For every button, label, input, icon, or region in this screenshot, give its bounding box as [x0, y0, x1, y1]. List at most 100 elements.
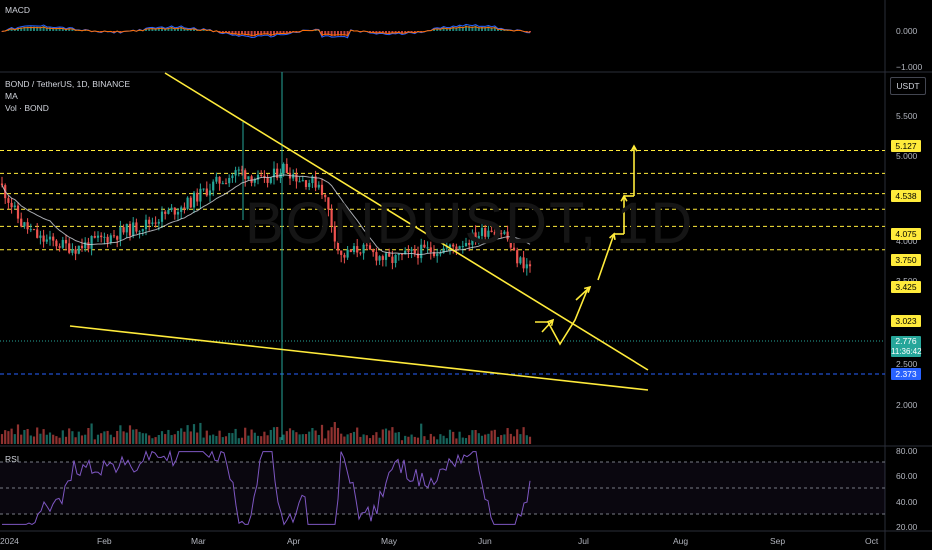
candle-body — [365, 244, 368, 246]
macd-histogram-bar — [65, 29, 67, 31]
symbol-title[interactable]: BOND / TetherUS, 1D, BINANCE — [5, 79, 131, 89]
volume-bar — [397, 432, 400, 444]
volume-indicator-label[interactable]: Vol · BOND — [5, 103, 49, 113]
volume-bar — [240, 437, 244, 444]
volume-bar — [503, 434, 506, 444]
candle-body — [375, 252, 378, 261]
candle-body — [93, 236, 96, 238]
candle-body — [192, 192, 196, 208]
macd-histogram-bar — [167, 27, 170, 31]
volume-bar — [119, 425, 122, 444]
ma-indicator-label[interactable]: MA — [5, 91, 18, 101]
macd-signal-line — [1, 26, 531, 37]
candle-body — [186, 197, 189, 209]
volume-bar — [36, 427, 39, 444]
macd-histogram-bar — [401, 31, 403, 34]
volume-bar — [413, 436, 416, 444]
candle-body — [167, 210, 170, 214]
candle-body — [212, 181, 215, 191]
volume-bar — [237, 438, 240, 444]
time-label-aug: Aug — [673, 536, 689, 546]
macd-histogram-bar — [381, 31, 384, 34]
candle-body — [484, 227, 487, 237]
macd-histogram-bar — [439, 28, 442, 31]
volume-bar — [215, 435, 218, 444]
candle-body — [320, 184, 324, 195]
moving-average-line — [1, 174, 531, 256]
volume-bar — [343, 436, 346, 444]
time-label-2024: 2024 — [0, 536, 19, 546]
candle-body — [327, 197, 330, 210]
macd-histogram-bar — [202, 29, 205, 31]
candle-body — [250, 176, 253, 183]
candle-body — [381, 256, 384, 260]
candle-body — [410, 249, 413, 251]
macd-histogram-bar — [321, 31, 323, 37]
candle-body — [32, 229, 36, 231]
candle-body — [64, 239, 68, 244]
candle-body — [468, 243, 471, 245]
time-label-feb: Feb — [97, 536, 112, 546]
candle-body — [304, 180, 308, 187]
volume-bar — [7, 431, 10, 444]
time-label-sep: Sep — [770, 536, 786, 546]
candle-body — [132, 222, 135, 236]
macd-histogram-bar — [154, 28, 157, 31]
volume-bar — [388, 430, 391, 444]
macd-histogram-bar — [49, 27, 51, 31]
candle-body — [10, 202, 13, 208]
volume-bar — [0, 434, 4, 444]
volume-bar — [400, 440, 404, 444]
volume-bar — [61, 430, 64, 444]
candle-body — [29, 229, 32, 231]
currency-unit-button[interactable]: USDT — [890, 77, 926, 95]
candle-body — [119, 227, 122, 240]
bar-countdown: 11:36:42 — [891, 347, 922, 356]
macd-histogram-bar — [372, 31, 375, 33]
volume-bar — [20, 434, 23, 444]
macd-histogram-bar — [177, 27, 179, 31]
candle-body — [448, 244, 452, 248]
volume-bar — [125, 432, 128, 444]
volume-bar — [474, 430, 477, 444]
macd-histogram-bar — [282, 31, 285, 35]
volume-bar — [356, 427, 359, 444]
volume-bar — [272, 427, 276, 444]
macd-histogram-bar — [23, 26, 26, 31]
volume-bar — [16, 424, 20, 444]
candle-body — [247, 176, 250, 180]
volume-bar — [77, 431, 80, 444]
candle-body — [202, 188, 205, 190]
volume-bar — [368, 438, 372, 444]
rsi-tick-80: 80.00 — [896, 446, 918, 456]
macd-histogram-bar — [193, 28, 195, 31]
candle-body — [368, 245, 372, 250]
volume-bar — [378, 437, 381, 444]
volume-bar — [109, 434, 112, 444]
candle-body — [509, 239, 512, 248]
macd-histogram-bar — [61, 27, 64, 31]
volume-bar — [132, 429, 135, 444]
macd-histogram-bar — [58, 27, 61, 31]
time-label-mar: Mar — [191, 536, 206, 546]
candle-body — [176, 211, 180, 215]
macd-histogram-bar — [497, 29, 499, 31]
macd-histogram-bar — [452, 26, 455, 31]
volume-bar — [468, 435, 471, 444]
candle-body — [231, 175, 234, 179]
candle-body — [141, 229, 144, 232]
macd-histogram-bar — [471, 26, 474, 31]
candle-body — [106, 236, 109, 243]
candle-body — [458, 246, 461, 249]
volume-bar — [13, 434, 16, 444]
candle-body — [384, 253, 388, 260]
volume-bar — [410, 434, 413, 444]
candle-body — [298, 181, 301, 183]
rsi-band — [0, 462, 885, 514]
macd-histogram-bar — [490, 27, 493, 31]
macd-histogram-bar — [52, 28, 55, 31]
macd-histogram-bar — [493, 26, 496, 31]
volume-bar — [228, 432, 231, 444]
macd-histogram-bar — [247, 31, 250, 36]
